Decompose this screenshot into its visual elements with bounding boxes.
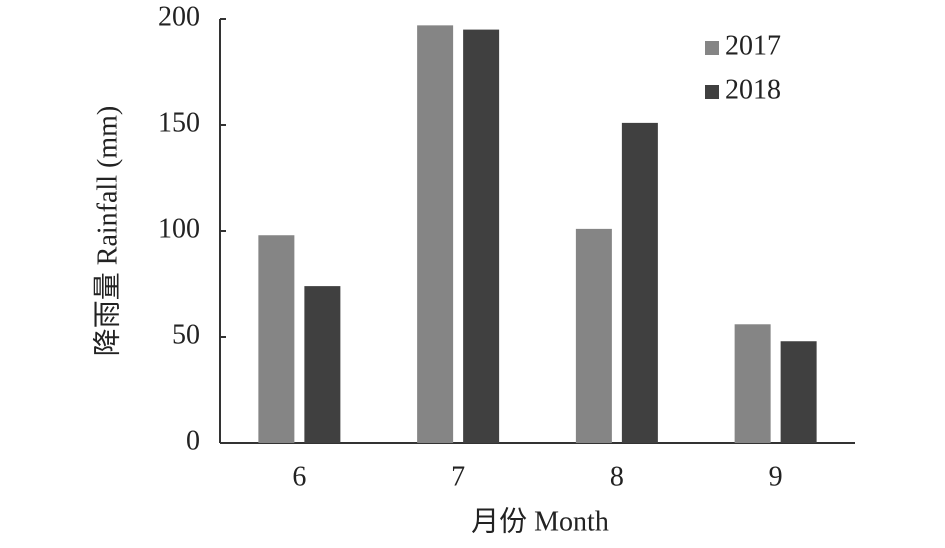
- bar: [304, 286, 341, 443]
- y-tick-label: 0: [186, 425, 200, 456]
- y-tick-label: 150: [158, 107, 200, 138]
- bar: [621, 122, 658, 443]
- bar: [575, 228, 612, 443]
- legend-label: 2017: [725, 30, 781, 61]
- bar: [258, 235, 295, 443]
- x-tick-label: 7: [451, 461, 465, 492]
- bar: [780, 341, 817, 443]
- y-tick-label: 100: [158, 213, 200, 244]
- x-tick-label: 6: [292, 461, 306, 492]
- x-tick-label: 8: [610, 461, 624, 492]
- y-tick-label: 200: [158, 1, 200, 32]
- legend-swatch: [705, 85, 719, 99]
- bar: [734, 324, 771, 443]
- x-axis-label: 月份 Month: [471, 505, 609, 537]
- legend-label: 2018: [725, 74, 781, 105]
- y-axis-label: 降雨量 Rainfall (mm): [91, 106, 123, 356]
- legend-swatch: [705, 41, 719, 55]
- bar: [463, 29, 500, 443]
- y-tick-label: 50: [172, 319, 200, 350]
- x-tick-label: 9: [769, 461, 783, 492]
- bar: [417, 25, 454, 444]
